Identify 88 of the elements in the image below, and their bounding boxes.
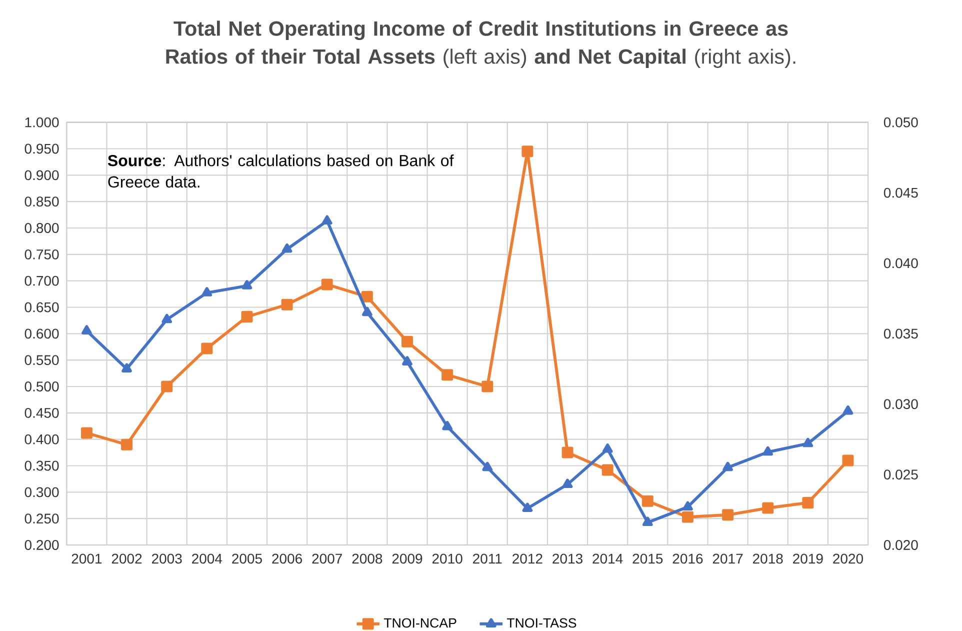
point (602, 464, 614, 476)
point (201, 342, 213, 354)
point (602, 443, 613, 453)
x-tick-label: 2015 (632, 554, 663, 564)
x-tick-label: 2014 (592, 554, 623, 564)
point (522, 502, 533, 512)
y-tick-label: 0.950 (24, 144, 59, 154)
y-tick-label: 1.000 (25, 117, 59, 128)
legend-label: TNOI-TASS (506, 618, 576, 628)
point (522, 146, 534, 158)
point (842, 405, 854, 415)
annotation: Source: Authors' calculations based on Bank of Greece data. (108, 154, 454, 188)
point (722, 509, 734, 521)
y2-tick-label: 0.020 (884, 540, 918, 550)
point (482, 462, 493, 472)
x-tick-label: 2001 (72, 554, 102, 564)
x-tick-label: 2012 (512, 554, 542, 564)
point (82, 325, 92, 334)
point (682, 511, 694, 523)
y-tick-label: 0.200 (24, 540, 59, 550)
y-tick-label: 0.350 (24, 460, 59, 471)
y-tick-label: 0.400 (24, 434, 59, 444)
y-tick-label: 0.450 (24, 408, 59, 418)
x-tick-label: 2011 (473, 554, 502, 564)
point (121, 438, 133, 450)
point (122, 363, 132, 372)
y-tick-label: 0.500 (24, 382, 59, 392)
point (202, 287, 212, 296)
x-tick-label: 2006 (272, 554, 302, 564)
point (322, 215, 332, 225)
point (802, 438, 814, 448)
point (161, 380, 173, 392)
point (642, 516, 653, 526)
point (321, 278, 333, 290)
point (362, 306, 372, 316)
x-tick-label: 2017 (712, 554, 743, 564)
y-tick-label: 0.600 (24, 328, 59, 339)
point (402, 336, 413, 348)
y-tick-label: 0.900 (24, 170, 59, 180)
legend-label: TNOI-NCAP (384, 618, 456, 628)
y2-tick-label: 0.050 (884, 117, 918, 128)
point (402, 356, 412, 366)
x-tick-label: 2018 (752, 554, 783, 564)
point (442, 369, 454, 381)
y2-tick-label: 0.040 (884, 258, 918, 268)
point (802, 497, 814, 508)
x-tick-label: 2019 (793, 554, 823, 564)
chart-title: Total Net Operating Income of Credit Institutions in Greece as Ratios of their Total Assets (left axis) and Net Capital (right axis). (166, 20, 796, 68)
x-tick-label: 2004 (192, 554, 222, 564)
y-tick-label: 0.650 (24, 302, 59, 312)
point (162, 314, 172, 324)
x-tick-label: 2002 (112, 554, 142, 564)
point (762, 502, 774, 514)
point (682, 501, 693, 511)
point (762, 446, 774, 456)
point (482, 380, 494, 392)
y-tick-label: 0.800 (24, 223, 59, 233)
point (241, 311, 253, 322)
point (722, 462, 733, 472)
y-tick-label: 0.250 (24, 514, 59, 524)
y-tick-label: 0.300 (24, 487, 59, 498)
x-tick-label: 2013 (552, 554, 582, 564)
x-tick-label: 2010 (432, 554, 462, 564)
y2-tick-label: 0.035 (884, 328, 918, 339)
y2-tick-label: 0.045 (884, 188, 918, 198)
point (281, 298, 293, 310)
y-tick-label: 0.750 (24, 249, 59, 260)
x-tick-label: 2008 (352, 554, 382, 564)
x-tick-label: 2016 (672, 554, 703, 564)
x-tick-label: 2020 (833, 554, 863, 564)
point (361, 290, 373, 302)
x-tick-label: 2005 (232, 554, 262, 564)
point (442, 420, 452, 430)
y-tick-label: 0.850 (24, 196, 59, 207)
point (642, 495, 654, 507)
point (842, 454, 854, 466)
x-tick-label: 2003 (152, 554, 182, 564)
point (282, 243, 292, 253)
y2-tick-label: 0.030 (884, 399, 918, 410)
point (562, 478, 573, 488)
y-tick-label: 0.700 (24, 276, 59, 286)
y-tick-label: 0.550 (24, 355, 59, 366)
point (242, 280, 252, 290)
point (562, 446, 574, 458)
point (80, 427, 92, 439)
x-tick-label: 2009 (392, 554, 422, 564)
y2-tick-label: 0.025 (884, 470, 918, 480)
x-tick-label: 2007 (312, 554, 342, 564)
